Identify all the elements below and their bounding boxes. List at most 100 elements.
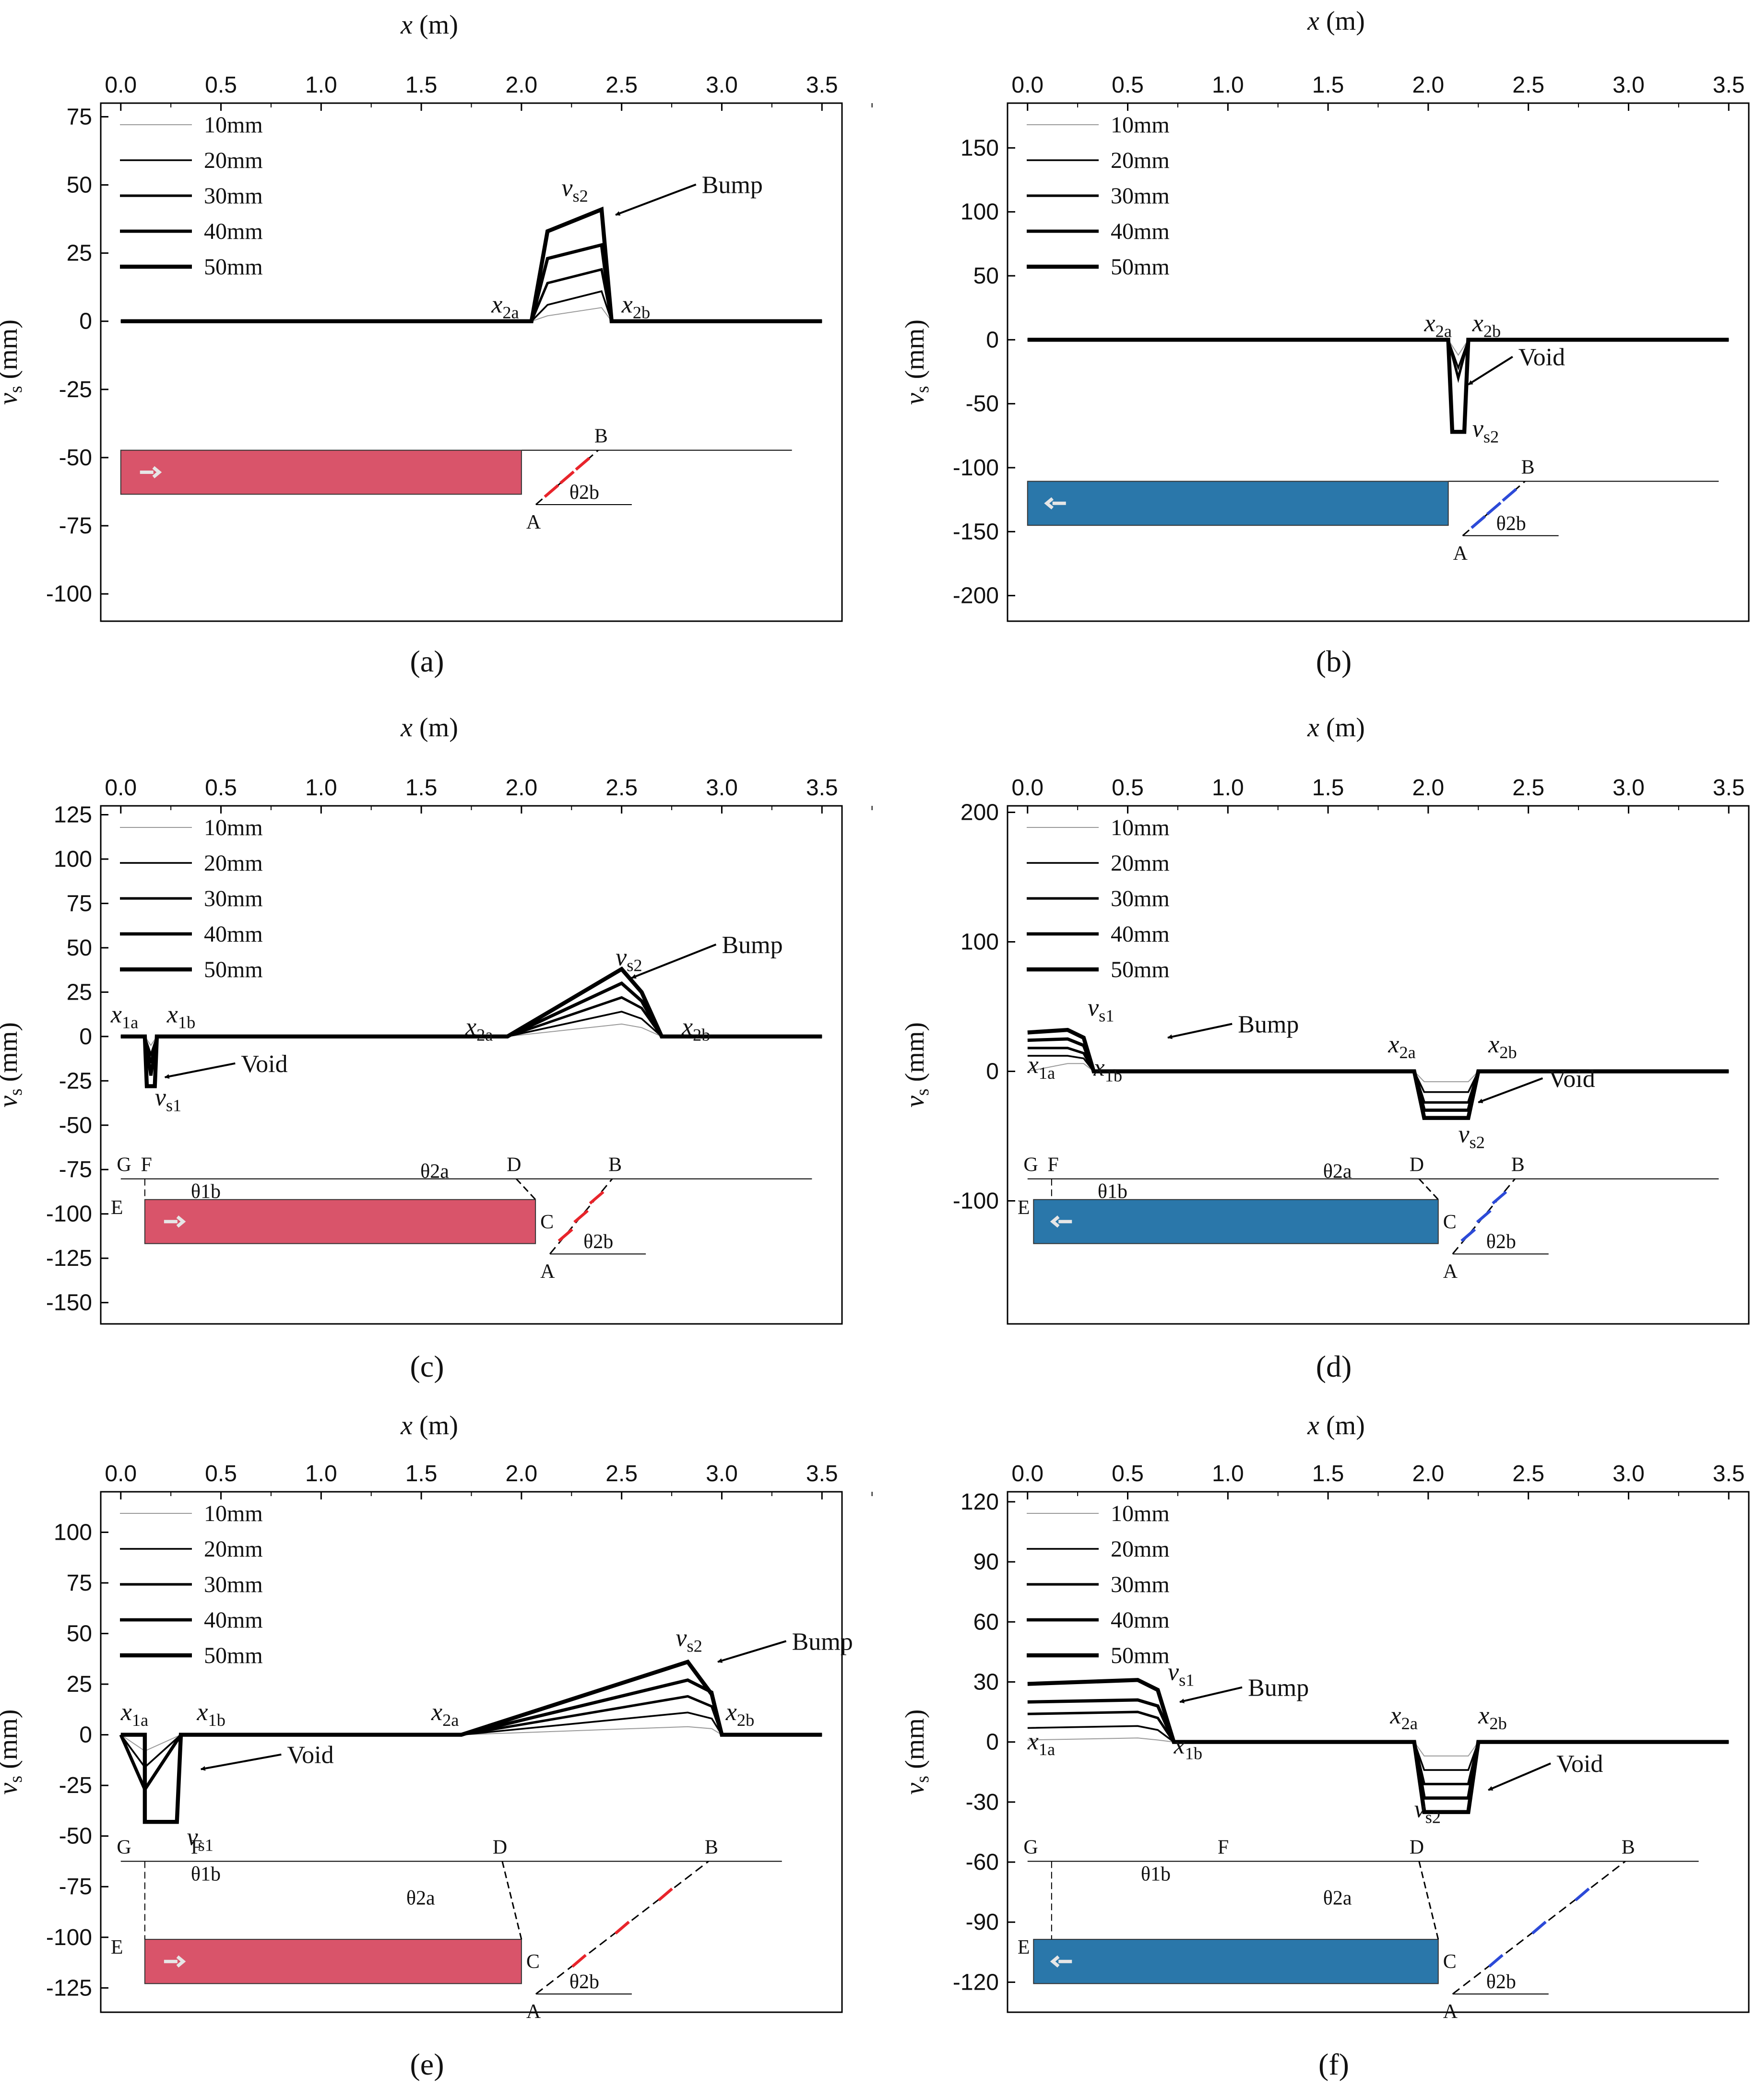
y-tick-label: -75 [59,1157,92,1182]
feature-label-bump: Bump [702,172,763,199]
inset-angle-theta2b: θ2b [583,1231,613,1253]
inset-flow-arrow [1488,1954,1504,1968]
inset-slip-line-DC [1418,1861,1439,1940]
plot-frame [1007,805,1750,1325]
y-tick-label: 200 [961,800,999,826]
x-tick-label: 1.5 [405,1461,438,1487]
series-line-20mm [1027,1725,1729,1771]
y-tick-label: 25 [67,241,92,266]
inset-flow-arrow [544,484,559,498]
x-tick-label: 3.5 [806,1461,838,1487]
y-tick-label: 90 [973,1549,999,1575]
feature-label-bump: Bump [792,1628,853,1655]
inset-flow-arrow [571,1954,587,1968]
legend-label: 30mm [204,183,263,209]
inset-block [144,1939,522,1984]
y-tick-label: -75 [59,1874,92,1899]
y-tick-label: 120 [961,1489,999,1515]
x-tick-label: 3.0 [1613,775,1645,801]
legend-label: 10mm [204,1501,263,1526]
series-line-30mm [1027,1711,1729,1785]
series-line-50mm [120,206,822,323]
inset-point-C: C [526,1951,540,1973]
inset-direction-arrow [140,466,162,479]
series-line-50mm [1027,338,1729,434]
x-tick-label: 3.5 [1713,775,1745,801]
inset-direction-arrow [1050,1955,1072,1968]
x2b-label: x2b [681,1014,710,1045]
x-tick-label: 0.0 [105,1461,137,1487]
peak-label: vs2 [676,1624,702,1655]
inset-direction-arrow [164,1215,186,1228]
y-tick-label: 75 [67,891,92,916]
peak-label: vs1 [1168,1659,1194,1690]
x2a-label: x2a [1424,309,1452,341]
legend-label: 20mm [1111,850,1170,876]
y-tick-label: 30 [973,1669,999,1695]
inset-point-A: A [1443,2001,1458,2023]
x-tick-label: 2.0 [506,72,538,98]
inset-flow-arrow [575,457,591,471]
inset-point-E: E [1018,1197,1030,1219]
inset-angle-theta2a: θ2a [420,1161,449,1183]
legend-label: 30mm [1111,1572,1170,1597]
inset-flow-arrow [1492,1191,1507,1205]
trough-label: vs2 [1459,1121,1485,1152]
x-tick-label: 2.5 [1512,1461,1544,1487]
y-tick-label: -200 [953,583,999,609]
x-tick-label: 1.0 [1212,72,1244,98]
panel-a: 0.0 0.5 1.0 1.5 2.0 2.5 3.0 3.5 x (m) 75 50 25 0 -25 -… [0,10,873,678]
feature-label-void-arrow [1488,1762,1551,1791]
y-tick-label: 25 [67,1672,92,1697]
inset-point-E: E [111,1936,123,1958]
feature-label-void: Void [287,1742,333,1769]
y-tick-label: 50 [67,1621,92,1647]
panel-b: 0.0 0.5 1.0 1.5 2.0 2.5 3.0 3.5 x (m) 150 100 50 0 -5… [900,6,1750,678]
legend-label: 40mm [1111,921,1170,947]
plot-frame [1007,102,1750,622]
inset-point-D: D [507,1154,521,1176]
x1a-label: x1a [1027,1051,1055,1083]
feature-label-bump: Bump [1248,1675,1309,1702]
x-axis-label: x (m) [1307,713,1365,743]
x2b-label: x2b [725,1699,754,1730]
panel-e: 0.0 0.5 1.0 1.5 2.0 2.5 3.0 3.5 x (m) 100 75 50 25 0 -… [0,1411,873,2081]
series-line-10mm [120,307,822,322]
inset-flow-arrow [1574,1888,1590,1901]
x-tick-label: 3.5 [1713,72,1745,98]
inset-point-A: A [526,2001,541,2023]
legend-label: 20mm [204,148,263,173]
series-line-50mm [120,1659,822,1824]
y-tick-label: 75 [67,1570,92,1596]
inset-flow-arrow [614,1921,630,1935]
x-tick-label: 0.5 [205,72,237,98]
y-tick-label: -100 [953,455,999,481]
y-tick-label: 0 [79,309,92,334]
x-axis-label: x (m) [400,1411,458,1440]
feature-label-bump-arrow [1179,1686,1243,1703]
x-tick-label: 1.5 [1312,775,1344,801]
y-tick-label: -90 [966,1910,999,1935]
y-tick-label: -120 [953,1970,999,1995]
panel-caption: (f) [1318,2047,1349,2081]
inset-point-B: B [1521,456,1535,478]
x-tick-label: 1.5 [405,775,438,801]
y-tick-label: 100 [961,200,999,225]
series-line-50mm [120,966,822,1088]
inset-block [1027,481,1449,526]
inset-flow-arrow [573,1209,589,1224]
x-tick-label: 2.0 [1412,1461,1445,1487]
inset-point-B: B [1622,1836,1635,1858]
x2b-label: x2b [1472,309,1501,341]
legend-label: 10mm [1111,112,1170,138]
inset-flow-arrow [1486,501,1502,516]
inset-point-F: F [1218,1836,1229,1858]
inset-angle-theta1b: θ1b [1098,1181,1127,1203]
y-axis-label: vs (mm) [900,319,933,405]
legend-label: 50mm [204,957,263,982]
legend-label: 20mm [204,1536,263,1562]
y-tick-label: -50 [966,391,999,417]
inset-point-G: G [1023,1154,1038,1176]
x-tick-label: 0.0 [105,72,137,98]
inset-flow-arrow [1470,515,1486,529]
